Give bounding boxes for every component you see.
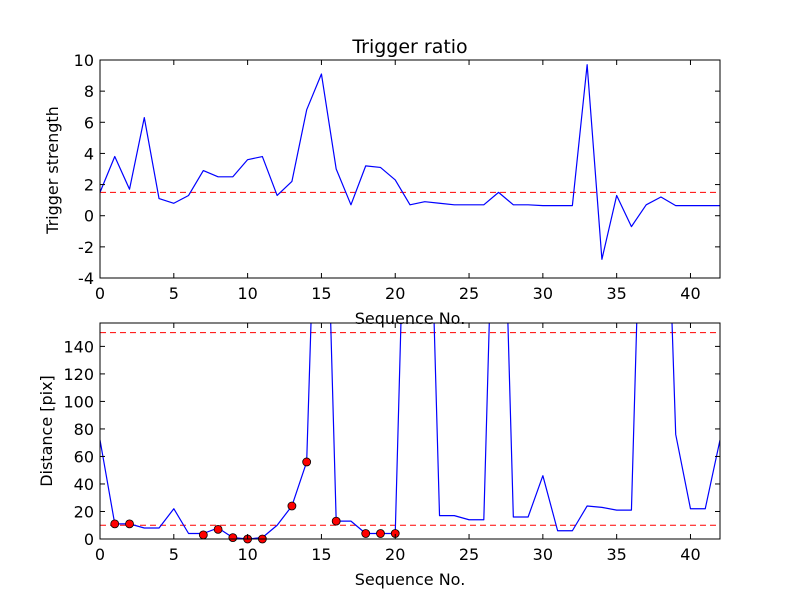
y-tick-label-bottom-100: 100 [63,392,94,411]
y-tick-label-bottom-0: 0 [84,530,94,549]
plot-frame-top [99,59,721,279]
y-tick-label-bottom-60: 60 [74,447,94,466]
x-tick-label-bottom-20: 20 [385,545,405,564]
data-point-bottom-9 [228,533,238,543]
data-point-bottom-18 [361,529,371,538]
data-point-bottom-16 [331,516,341,526]
chart-title-top: Trigger ratio [351,36,467,58]
x-tick-label-top-35: 35 [606,284,626,303]
x-tick-label-top-0: 0 [95,284,105,303]
x-axis-label-bottom: Sequence No. [355,570,466,589]
y-tick-label-top-6: 6 [84,113,94,132]
y-tick-label-bottom-80: 80 [74,420,94,439]
data-point-bottom-19 [376,529,385,538]
y-tick-label-bottom-40: 40 [74,475,94,494]
x-tick-label-bottom-10: 10 [237,545,257,564]
plot-frame-bottom [99,322,721,540]
x-tick-label-bottom-40: 40 [680,545,700,564]
x-tick-label-bottom-15: 15 [311,545,331,564]
x-tick-label-bottom-0: 0 [95,545,105,564]
data-point-bottom-7 [198,530,208,540]
x-tick-label-top-20: 20 [385,284,405,303]
x-tick-label-bottom-30: 30 [533,545,553,564]
y-tick-label-top--2: -2 [78,238,94,257]
y-tick-label-top-10: 10 [74,51,94,70]
x-tick-label-top-40: 40 [680,284,700,303]
x-tick-label-top-5: 5 [169,284,179,303]
x-tick-label-top-10: 10 [237,284,257,303]
y-tick-label-top-2: 2 [84,176,94,195]
data-point-bottom-1 [110,519,120,529]
data-point-bottom-2 [125,519,134,529]
data-point-bottom-13 [287,501,297,511]
x-tick-label-bottom-5: 5 [169,545,179,564]
y-tick-label-top-0: 0 [84,207,94,226]
y-tick-label-bottom-120: 120 [63,365,94,384]
plot-area-top [100,64,720,260]
y-tick-label-bottom-140: 140 [63,337,94,356]
data-point-bottom-14 [302,457,312,467]
y-tick-label-top-4: 4 [84,144,94,163]
y-tick-label-top--4: -4 [78,269,94,288]
y-tick-label-top-8: 8 [84,82,94,101]
y-axis-label-bottom: Distance [pix] [37,375,56,487]
y-axis-label-top: Trigger strength [43,106,62,235]
x-axis-label-top: Sequence No. [355,309,466,328]
x-tick-label-top-25: 25 [459,284,479,303]
x-tick-label-top-30: 30 [533,284,553,303]
series-line-top-0 [100,64,720,260]
x-tick-label-bottom-35: 35 [606,545,626,564]
x-tick-label-bottom-25: 25 [459,545,479,564]
data-point-bottom-8 [213,524,223,534]
y-tick-label-bottom-20: 20 [74,502,94,521]
x-tick-label-top-15: 15 [311,284,331,303]
